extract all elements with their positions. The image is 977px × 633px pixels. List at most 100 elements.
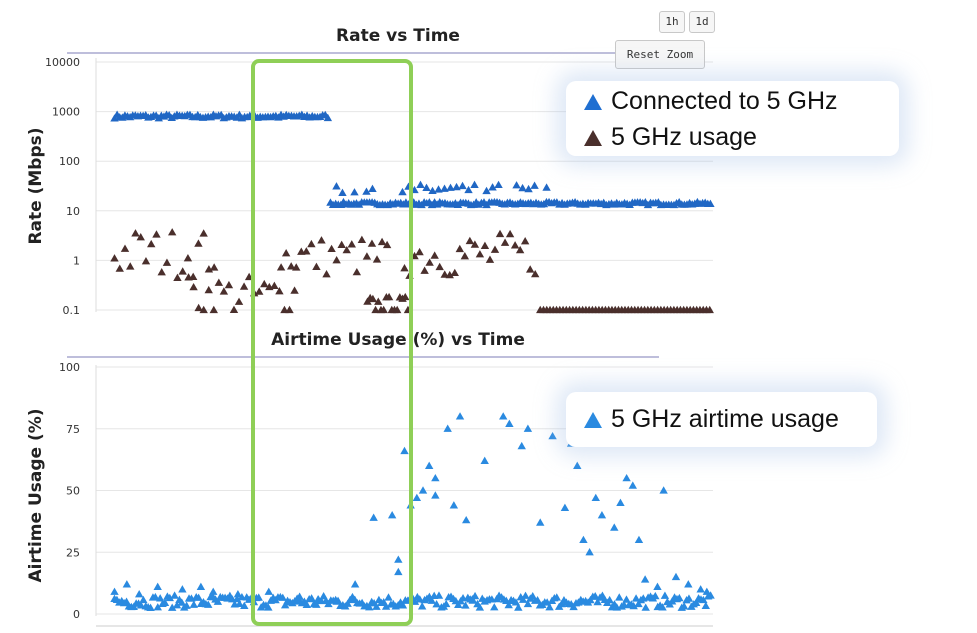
legend-item-usage: 5 GHz usage bbox=[584, 122, 757, 152]
rate-usage-point bbox=[327, 244, 336, 253]
zoom-1d-button[interactable]: 1d bbox=[689, 11, 715, 33]
rate-usage-point bbox=[292, 263, 301, 271]
airtime-point bbox=[369, 513, 378, 521]
rate-usage-point bbox=[445, 270, 454, 279]
airtime-y-tick-label: 100 bbox=[59, 361, 80, 374]
airtime-point bbox=[254, 593, 263, 601]
reset-zoom-button[interactable]: Reset Zoom bbox=[615, 40, 705, 69]
airtime-point bbox=[659, 486, 668, 494]
airtime-point bbox=[155, 594, 165, 602]
rate-usage-point bbox=[302, 247, 311, 255]
rate-usage-point bbox=[440, 270, 449, 278]
rate-connected-point bbox=[323, 113, 333, 122]
rate-usage-point bbox=[460, 251, 470, 260]
rate-usage-point bbox=[178, 267, 187, 275]
highlight-box bbox=[251, 59, 413, 626]
airtime-point bbox=[302, 600, 311, 608]
rate-usage-point bbox=[219, 287, 229, 295]
rate-usage-point bbox=[485, 255, 495, 263]
rate-usage-point bbox=[435, 262, 444, 271]
rate-usage-point bbox=[162, 258, 172, 266]
airtime-point bbox=[490, 603, 499, 611]
rate-usage-point bbox=[224, 280, 234, 289]
airtime-point bbox=[394, 555, 403, 563]
airtime-point bbox=[461, 601, 470, 609]
rate-connected-point bbox=[488, 183, 497, 191]
airtime-point bbox=[514, 603, 523, 611]
airtime-point bbox=[431, 491, 440, 499]
legend-item-airtime: 5 GHz airtime usage bbox=[584, 404, 839, 434]
triangle-icon bbox=[584, 130, 602, 146]
rate-usage-point bbox=[209, 263, 219, 271]
rate-usage-point bbox=[285, 305, 294, 314]
airtime-point bbox=[343, 599, 352, 607]
airtime-point bbox=[631, 594, 641, 602]
airtime-point bbox=[278, 593, 287, 601]
legend-item-connected: Connected to 5 GHz bbox=[584, 86, 838, 116]
airtime-point bbox=[552, 593, 561, 601]
airtime-point bbox=[675, 593, 684, 602]
rate-connected-point bbox=[518, 183, 527, 192]
rate-usage-point bbox=[520, 237, 530, 245]
airtime-point bbox=[204, 600, 213, 608]
legend-label-usage: 5 GHz usage bbox=[611, 123, 757, 151]
airtime-point bbox=[628, 481, 637, 489]
rate-usage-point bbox=[337, 240, 346, 249]
airtime-point bbox=[434, 591, 444, 599]
triangle-icon bbox=[584, 94, 602, 110]
airtime-point bbox=[146, 603, 155, 611]
rate-usage-point bbox=[475, 250, 485, 258]
rate-usage-point bbox=[173, 273, 182, 282]
rate-usage-point bbox=[392, 305, 402, 314]
airtime-point bbox=[160, 598, 170, 607]
airtime-point bbox=[640, 575, 650, 583]
airtime-point bbox=[307, 594, 316, 602]
rate-usage-point bbox=[384, 292, 394, 301]
airtime-point bbox=[417, 602, 427, 610]
airtime-point bbox=[634, 535, 644, 544]
airtime-point bbox=[684, 594, 694, 602]
zoom-1h-button[interactable]: 1h bbox=[659, 11, 685, 33]
airtime-point bbox=[591, 493, 600, 502]
airtime-point bbox=[412, 493, 422, 502]
rate-usage-point bbox=[126, 262, 135, 270]
rate-usage-point bbox=[400, 264, 409, 272]
airtime-point bbox=[332, 597, 341, 605]
rate-usage-point bbox=[281, 249, 291, 257]
airtime-point bbox=[499, 412, 508, 420]
airtime-point bbox=[136, 601, 146, 609]
rate-usage-point bbox=[347, 240, 356, 248]
airtime-point bbox=[189, 600, 199, 608]
rate-y-tick-label: 1 bbox=[73, 254, 80, 267]
rate-connected-point bbox=[482, 186, 491, 195]
rate-connected-point bbox=[422, 183, 431, 191]
rate-usage-point bbox=[184, 273, 193, 281]
rate-usage-point bbox=[415, 247, 424, 256]
airtime-point bbox=[696, 585, 705, 593]
rate-usage-point bbox=[214, 278, 224, 286]
airtime-point bbox=[264, 587, 273, 595]
rate-usage-point bbox=[470, 240, 480, 248]
airtime-point bbox=[671, 572, 681, 581]
airtime-point bbox=[634, 599, 643, 608]
rate-usage-point bbox=[147, 239, 156, 248]
airtime-point bbox=[684, 580, 693, 588]
airtime-point bbox=[517, 441, 526, 450]
rate-usage-point bbox=[141, 256, 151, 265]
rate-usage-point bbox=[425, 258, 434, 266]
rate-connected-point bbox=[494, 180, 503, 189]
rate-connected-point bbox=[512, 181, 521, 189]
rate-usage-point bbox=[307, 239, 316, 248]
rate-usage-point bbox=[401, 292, 410, 301]
airtime-point bbox=[365, 602, 374, 611]
rate-usage-point bbox=[152, 230, 161, 238]
rate-usage-point bbox=[260, 279, 269, 288]
rate-connected-point bbox=[416, 180, 425, 188]
rate-usage-point bbox=[450, 268, 459, 277]
airtime-point bbox=[394, 567, 403, 576]
airtime-point bbox=[312, 600, 321, 608]
rate-connected-point bbox=[350, 188, 359, 196]
airtime-point bbox=[579, 535, 588, 544]
airtime-point bbox=[350, 580, 360, 588]
